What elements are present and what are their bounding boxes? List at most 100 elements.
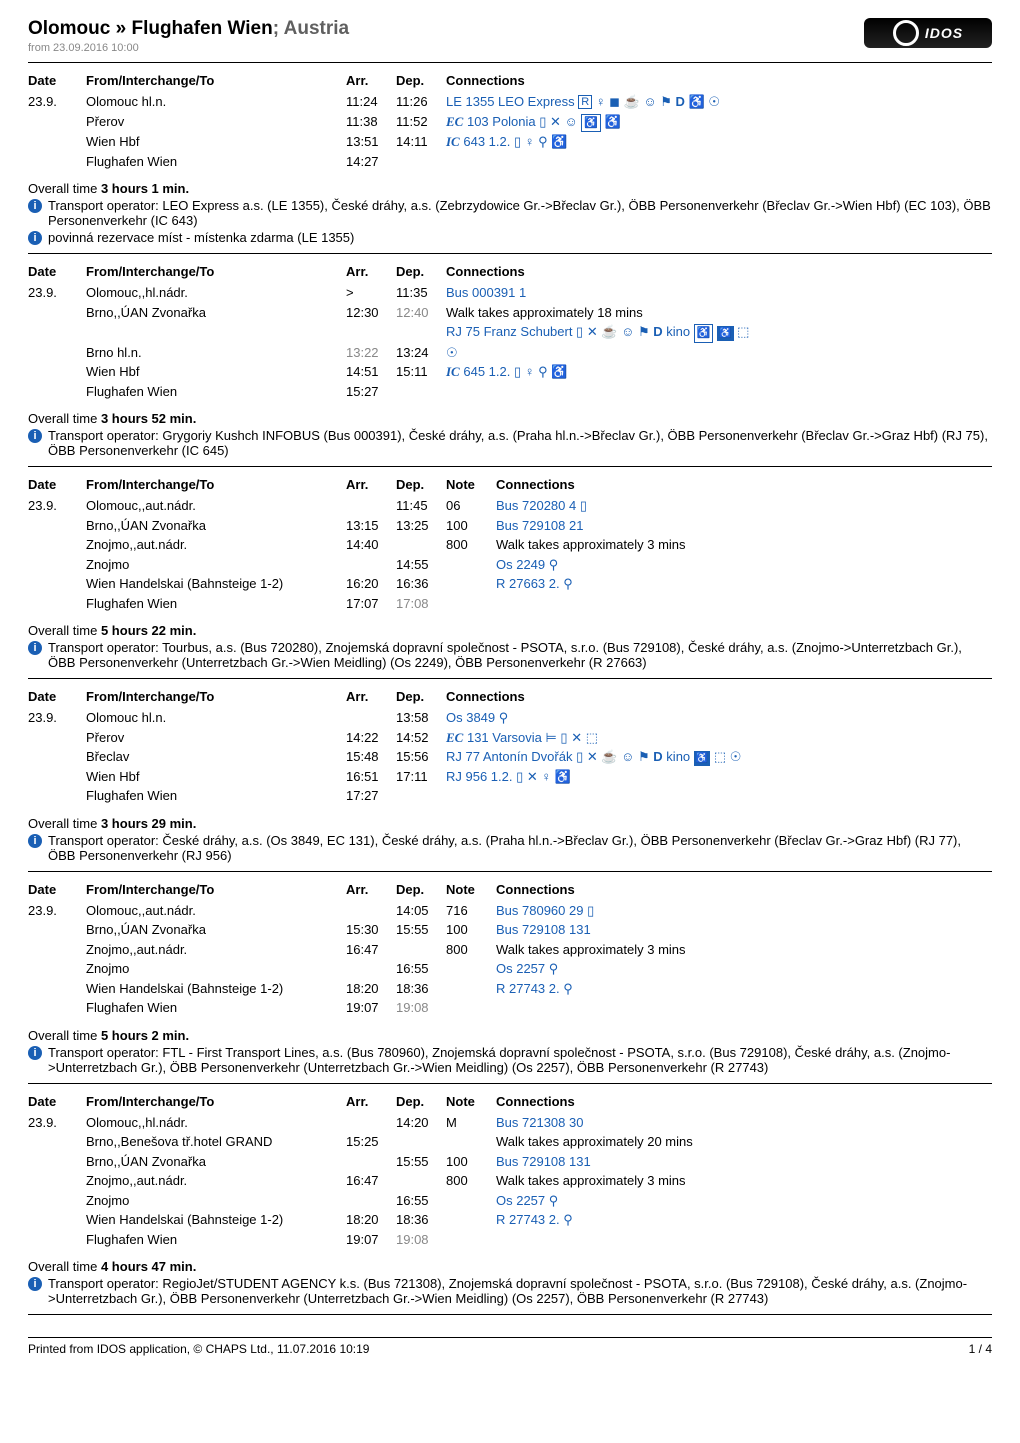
connection-cell: R 27743 2. ⚲ — [496, 1210, 992, 1230]
dep-cell: 13:58 — [396, 708, 446, 728]
overall-time-label: Overall time — [28, 181, 101, 196]
arr-cell: 11:24 — [346, 92, 396, 112]
dep-cell: 12:40 — [396, 303, 446, 323]
dep-cell: 13:25 — [396, 516, 446, 536]
overall-time-label: Overall time — [28, 1028, 101, 1043]
logo-text: IDOS — [925, 25, 963, 41]
connection-cell: Walk takes approximately 3 mins — [496, 1171, 992, 1191]
header-cell: Connections — [446, 689, 992, 704]
journey-header: DateFrom/Interchange/ToArr.Dep.NoteConne… — [28, 1094, 992, 1109]
timetable-row: 23.9.Olomouc,,hl.nádr.14:20MBus 721308 3… — [28, 1113, 992, 1133]
info-text: povinná rezervace míst - místenka zdarma… — [48, 230, 354, 245]
header-cell: Dep. — [396, 882, 446, 897]
station-cell: Přerov — [86, 728, 346, 748]
connection-cell: Bus 721308 30 — [496, 1113, 992, 1133]
station-cell: Znojmo — [86, 959, 346, 979]
page: Olomouc » Flughafen Wien; Austria from 2… — [0, 0, 1020, 1356]
dep-cell: 11:35 — [396, 283, 446, 303]
connection-cell: Bus 729108 21 — [496, 516, 992, 536]
timetable-row: Flughafen Wien19:0719:08 — [28, 998, 992, 1018]
timetable-row: 23.9.Olomouc hl.n.11:2411:26LE 1355 LEO … — [28, 92, 992, 112]
header-cell: Connections — [496, 1094, 992, 1109]
title-main: Olomouc » Flughafen Wien — [28, 18, 273, 39]
station-cell: Wien Hbf — [86, 362, 346, 382]
dep-cell: 19:08 — [396, 1230, 446, 1250]
header-cell: Date — [28, 882, 86, 897]
station-cell: Wien Hbf — [86, 132, 346, 152]
connection-cell: Os 3849 ⚲ — [446, 708, 992, 728]
dep-cell: 18:36 — [396, 1210, 446, 1230]
dep-cell: 11:52 — [396, 112, 446, 132]
arr-cell: 15:30 — [346, 920, 396, 940]
arr-cell: 15:48 — [346, 747, 396, 767]
arr-cell: 14:27 — [346, 152, 396, 172]
journey: DateFrom/Interchange/ToArr.Dep.NoteConne… — [28, 477, 992, 670]
timetable-row: Flughafen Wien17:0717:08 — [28, 594, 992, 614]
overall-time-value: 5 hours 2 min. — [101, 1028, 189, 1043]
dep-cell: 17:08 — [396, 594, 446, 614]
arr-cell: > — [346, 283, 396, 303]
header-cell: From/Interchange/To — [86, 689, 346, 704]
connection-cell: ☉ — [446, 343, 992, 363]
info-line: iTransport operator: České dráhy, a.s. (… — [28, 833, 992, 863]
info-line: iTransport operator: Grygoriy Kushch INF… — [28, 428, 992, 458]
station-cell: Olomouc hl.n. — [86, 92, 346, 112]
timetable-row: Přerov11:3811:52EC 103 Polonia ▯ ✕ ☺ ♿ ♿ — [28, 112, 992, 133]
station-cell: Wien Hbf — [86, 767, 346, 787]
header-cell: Date — [28, 264, 86, 279]
journey: DateFrom/Interchange/ToArr.Dep.Connectio… — [28, 264, 992, 458]
arr-cell: 19:07 — [346, 998, 396, 1018]
station-cell: Olomouc,,hl.nádr. — [86, 283, 346, 303]
connection-cell: Bus 780960 29 ▯ — [496, 901, 992, 921]
dep-cell: 13:24 — [396, 343, 446, 363]
arr-cell: 14:40 — [346, 535, 396, 555]
arr-cell: 13:22 — [346, 343, 396, 363]
connection-cell: Bus 720280 4 ▯ — [496, 496, 992, 516]
info-icon: i — [28, 1046, 42, 1060]
header-cell: Date — [28, 1094, 86, 1109]
journey-header: DateFrom/Interchange/ToArr.Dep.Connectio… — [28, 689, 992, 704]
overall-time-value: 3 hours 1 min. — [101, 181, 189, 196]
timetable-row: 23.9.Olomouc,,hl.nádr.>11:35Bus 000391 1 — [28, 283, 992, 303]
journey: DateFrom/Interchange/ToArr.Dep.Connectio… — [28, 73, 992, 245]
title-subtitle: from 23.09.2016 10:00 — [28, 42, 349, 54]
dep-cell: 15:56 — [396, 747, 446, 767]
date-cell: 23.9. — [28, 901, 86, 921]
timetable-row: Wien Handelskai (Bahnsteige 1-2)18:2018:… — [28, 979, 992, 999]
info-text: Transport operator: LEO Express a.s. (LE… — [48, 198, 992, 228]
overall-time: Overall time 3 hours 1 min. — [28, 181, 992, 196]
title-bar: Olomouc » Flughafen Wien; Austria from 2… — [28, 18, 992, 54]
dep-cell: 16:55 — [396, 959, 446, 979]
arr-cell: 16:51 — [346, 767, 396, 787]
journey: DateFrom/Interchange/ToArr.Dep.NoteConne… — [28, 882, 992, 1075]
timetable-row: Flughafen Wien19:0719:08 — [28, 1230, 992, 1250]
arr-cell: 14:51 — [346, 362, 396, 382]
connection-cell: IC 645 1.2. ▯ ♀ ⚲ ♿ — [446, 362, 992, 382]
station-cell: Flughafen Wien — [86, 594, 346, 614]
header-cell: Note — [446, 477, 496, 492]
note-cell: 800 — [446, 535, 496, 555]
overall-time: Overall time 3 hours 52 min. — [28, 411, 992, 426]
station-cell: Flughafen Wien — [86, 382, 346, 402]
timetable-row: Wien Handelskai (Bahnsteige 1-2)16:2016:… — [28, 574, 992, 594]
journey-header: DateFrom/Interchange/ToArr.Dep.Connectio… — [28, 264, 992, 279]
header-cell: Dep. — [396, 264, 446, 279]
timetable-row: 23.9.Olomouc hl.n.13:58Os 3849 ⚲ — [28, 708, 992, 728]
header-cell: Connections — [446, 264, 992, 279]
dep-cell: 14:05 — [396, 901, 446, 921]
note-cell: 800 — [446, 940, 496, 960]
connection-cell: Os 2249 ⚲ — [496, 555, 992, 575]
header-cell: Dep. — [396, 73, 446, 88]
arr-cell: 14:22 — [346, 728, 396, 748]
separator — [28, 253, 992, 254]
overall-time-label: Overall time — [28, 623, 101, 638]
station-cell: Břeclav — [86, 747, 346, 767]
header-cell: Arr. — [346, 689, 396, 704]
header-cell: From/Interchange/To — [86, 477, 346, 492]
journey: DateFrom/Interchange/ToArr.Dep.Connectio… — [28, 689, 992, 863]
info-text: Transport operator: Grygoriy Kushch INFO… — [48, 428, 992, 458]
timetable-row: Wien Hbf13:5114:11IC 643 1.2. ▯ ♀ ⚲ ♿ — [28, 132, 992, 152]
dep-cell: 15:55 — [396, 920, 446, 940]
dep-cell: 11:45 — [396, 496, 446, 516]
station-cell: Flughafen Wien — [86, 1230, 346, 1250]
